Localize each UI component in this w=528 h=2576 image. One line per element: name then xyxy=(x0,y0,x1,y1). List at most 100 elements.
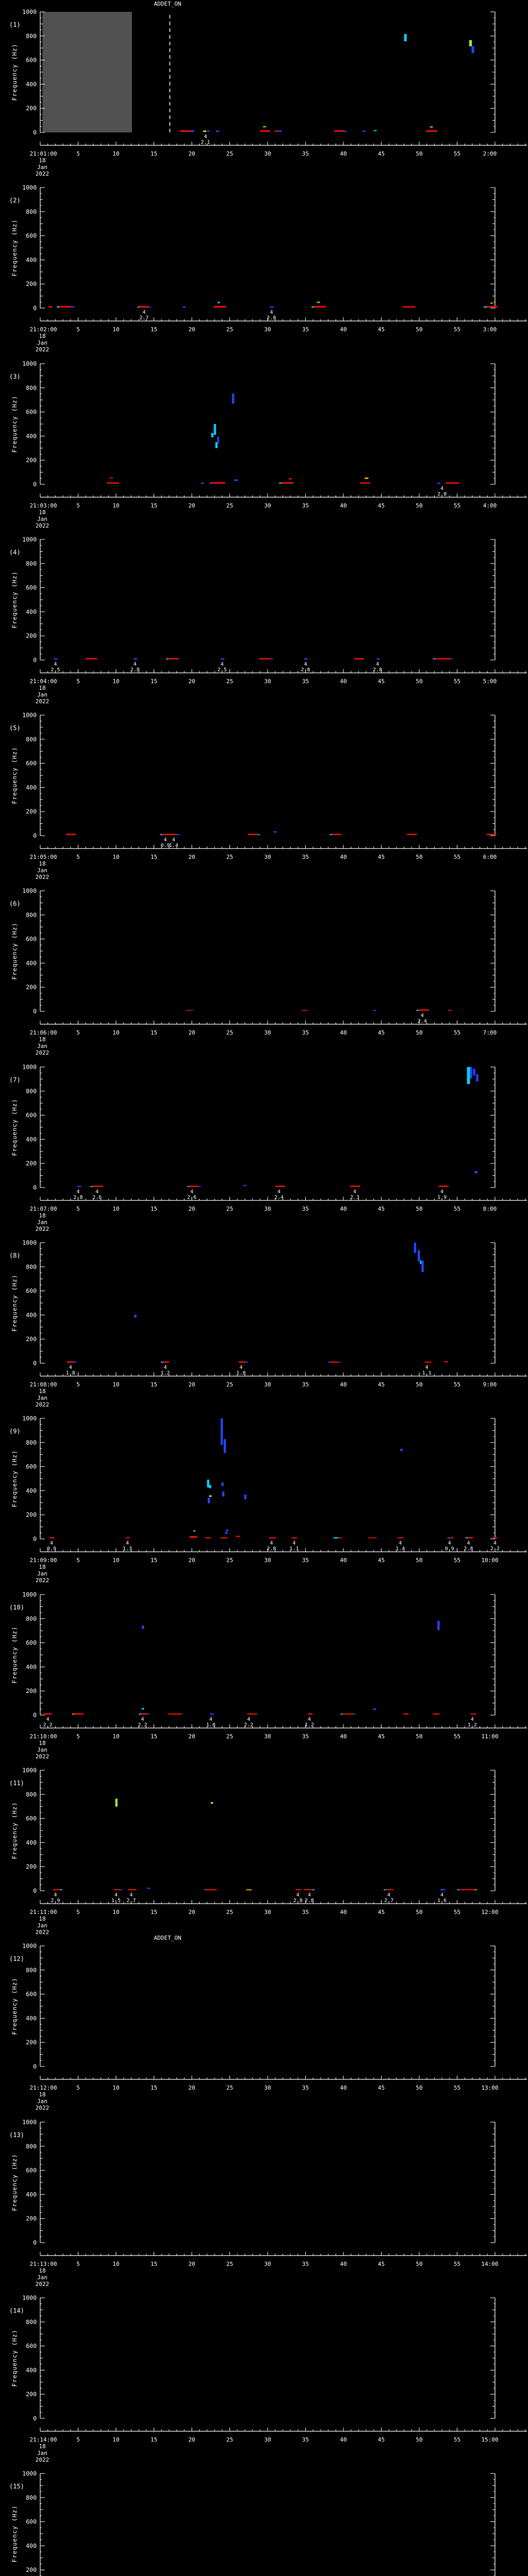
x-axis-date-line: 18 xyxy=(39,1740,45,1747)
x-tick-label: 20 xyxy=(188,502,195,509)
y-tick-label: 600 xyxy=(26,1639,37,1646)
y-tick-label: 1000 xyxy=(22,536,37,543)
x-tick-label: 30 xyxy=(264,1557,271,1564)
detection-value-label: 1.2 xyxy=(161,1370,170,1376)
spectrogram-panel-4: 0 200 400 600 800 1000 5 10 15 20 25 30 35 40 45 50 55 21… xyxy=(9,536,527,704)
x-tick-label: 10 xyxy=(112,2436,119,2443)
x-tick-label: 10 xyxy=(112,1029,119,1036)
y-tick-label: 200 xyxy=(26,1863,37,1870)
detection-mark xyxy=(71,307,75,308)
x-tick-label: 55 xyxy=(454,678,460,685)
y-tick-label: 0 xyxy=(33,129,37,136)
detection-mark xyxy=(73,1713,84,1715)
x-axis-date-line: 18 xyxy=(39,1212,45,1219)
x-tick-label: 45 xyxy=(378,1557,385,1564)
plot-title: ADDET_ON xyxy=(154,1,182,7)
detection-value-label: 0.9 xyxy=(161,843,170,849)
x-axis-date-line: 2022 xyxy=(36,346,50,352)
x-tick-label: 45 xyxy=(378,150,385,157)
x-tick-label: 5 xyxy=(76,1909,80,1916)
detection-count-label: 4 xyxy=(247,1717,250,1722)
x-tick-label: 15 xyxy=(151,1381,157,1388)
x-end-time-label: 3:00 xyxy=(483,326,497,333)
y-tick-label: 0 xyxy=(33,2063,37,2070)
y-tick-label: 800 xyxy=(26,1791,37,1798)
detection-mark xyxy=(90,1185,93,1187)
detection-mark xyxy=(340,1713,343,1715)
y-tick-label: 1000 xyxy=(22,8,37,15)
detection-mark xyxy=(273,831,277,833)
detection-mark xyxy=(205,1537,211,1539)
y-tick-label: 600 xyxy=(26,232,37,240)
detection-value-label: 2.8 xyxy=(305,1898,314,1904)
x-tick-label: 25 xyxy=(226,1909,233,1916)
detection-mark xyxy=(334,130,344,132)
y-axis-title: Frequency (Hz) xyxy=(11,1450,18,1507)
x-start-time-label: 21:11:00 xyxy=(30,1909,57,1916)
detection-mark xyxy=(434,658,451,659)
detection-mark xyxy=(168,1713,182,1715)
x-tick-label: 50 xyxy=(416,1029,422,1036)
detection-value-label: 0.9 xyxy=(445,1546,454,1552)
detection-mark xyxy=(295,1889,301,1891)
x-tick-label: 50 xyxy=(416,1206,422,1212)
detection-mark xyxy=(344,130,346,132)
y-axis-title: Frequency (Hz) xyxy=(11,571,18,628)
y-tick-label: 200 xyxy=(26,632,37,639)
detection-mark xyxy=(210,1713,214,1715)
detection-mark xyxy=(292,1537,298,1539)
detection-mark xyxy=(437,482,441,484)
detection-count-label: 4 xyxy=(493,1540,497,1546)
x-tick-label: 40 xyxy=(340,2436,346,2443)
x-tick-label: 40 xyxy=(340,854,346,860)
y-tick-label: 600 xyxy=(26,1991,37,1998)
detection-mark xyxy=(398,1537,404,1539)
detection-mark xyxy=(433,1713,440,1715)
x-axis-date-line: Jan xyxy=(37,516,47,522)
detection-mark xyxy=(270,307,274,308)
x-tick-label: 25 xyxy=(226,678,233,685)
detection-mark xyxy=(210,1802,213,1804)
x-tick-label: 50 xyxy=(416,326,422,333)
x-tick-label: 55 xyxy=(454,2084,460,2091)
detection-mark xyxy=(457,1889,459,1891)
detection-mark xyxy=(263,126,267,128)
detection-mark xyxy=(304,658,308,659)
x-tick-label: 25 xyxy=(226,1029,233,1036)
detection-mark xyxy=(448,1010,452,1011)
detection-count-label: 4 xyxy=(292,1540,295,1546)
x-tick-label: 40 xyxy=(340,150,346,157)
y-tick-label: 0 xyxy=(33,2239,37,2246)
x-tick-label: 25 xyxy=(226,854,233,860)
detection-count-label: 4 xyxy=(270,310,273,315)
x-start-time-label: 21:08:00 xyxy=(30,1381,57,1388)
panel-index: (8) xyxy=(9,1252,21,1259)
x-axis-date-line: Jan xyxy=(37,691,47,698)
detection-value-label: 1.3 xyxy=(123,1546,132,1552)
detection-mark xyxy=(450,1537,454,1539)
y-tick-label: 0 xyxy=(33,304,37,312)
detection-value-label: 1.4 xyxy=(169,843,178,849)
y-tick-label: 1000 xyxy=(22,1942,37,1950)
x-axis-date-line: 18 xyxy=(39,1916,45,1922)
detection-mark xyxy=(234,479,238,481)
x-tick-label: 45 xyxy=(378,1381,385,1388)
detection-mark xyxy=(329,1361,338,1363)
detection-value-label: 1.2 xyxy=(468,1722,477,1728)
x-tick-label: 40 xyxy=(340,1381,346,1388)
x-tick-label: 10 xyxy=(112,2261,119,2267)
detection-mark xyxy=(414,1243,417,1253)
y-axis-title: Frequency (Hz) xyxy=(11,2154,18,2211)
x-tick-label: 10 xyxy=(112,1733,119,1740)
detection-mark xyxy=(72,1713,75,1715)
x-tick-label: 55 xyxy=(454,326,460,333)
y-tick-label: 1000 xyxy=(22,2470,37,2477)
detection-mark xyxy=(141,1707,144,1709)
x-tick-label: 30 xyxy=(264,1206,271,1212)
y-axis-title: Frequency (Hz) xyxy=(11,747,18,804)
detection-mark xyxy=(486,834,497,836)
x-tick-label: 15 xyxy=(151,2436,157,2443)
x-tick-label: 5 xyxy=(76,678,80,685)
x-axis-date-line: Jan xyxy=(37,2450,47,2456)
x-tick-label: 45 xyxy=(378,326,385,333)
